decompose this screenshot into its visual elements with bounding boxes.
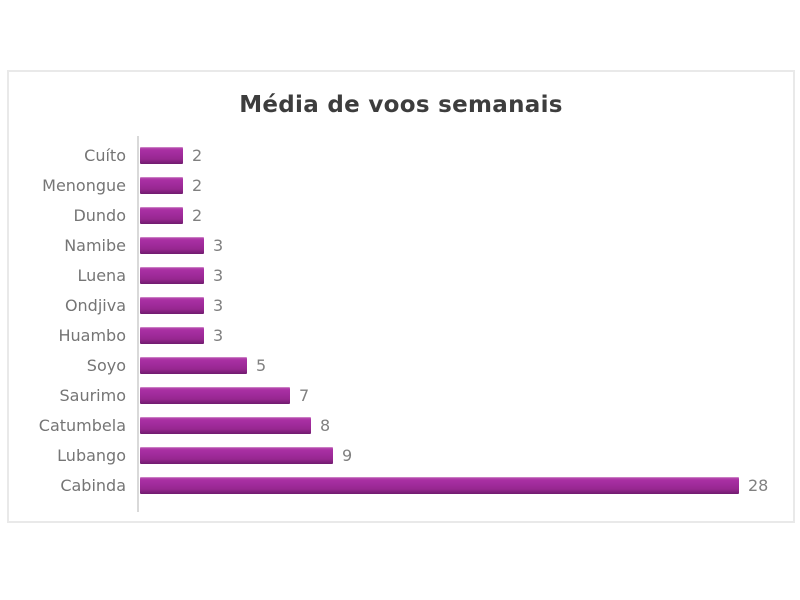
category-label: Huambo xyxy=(58,325,126,345)
value-label: 9 xyxy=(342,445,353,465)
bar-row: Saurimo 7 xyxy=(9,380,793,410)
bar-row: Cabinda 28 xyxy=(9,470,793,500)
value-label: 2 xyxy=(192,145,203,165)
bar-row: Luena 3 xyxy=(9,260,793,290)
bar-row: Menongue 2 xyxy=(9,170,793,200)
bar xyxy=(140,476,739,494)
category-label: Cuíto xyxy=(84,145,126,165)
bar-rows-container: Cuíto 2 Menongue 2 Dundo 2 Namibe 3 Luena 3 Ondjiv… xyxy=(9,140,793,500)
category-label: Dundo xyxy=(73,205,126,225)
bar xyxy=(140,176,183,194)
bar xyxy=(140,356,247,374)
value-label: 7 xyxy=(299,385,310,405)
category-label: Luena xyxy=(77,265,126,285)
value-label: 3 xyxy=(213,295,224,315)
value-label: 3 xyxy=(213,235,224,255)
bar-row: Lubango 9 xyxy=(9,440,793,470)
category-label: Catumbela xyxy=(38,415,126,435)
value-label: 3 xyxy=(213,325,224,345)
chart-title: Média de voos semanais xyxy=(239,92,563,118)
category-axis-line xyxy=(137,136,139,512)
chart-frame: Média de voos semanais Cuíto 2 Menongue 2 Du… xyxy=(7,70,795,523)
category-label: Cabinda xyxy=(60,475,126,495)
bar xyxy=(140,326,204,344)
value-label: 28 xyxy=(748,475,769,495)
bar-row: Catumbela 8 xyxy=(9,410,793,440)
bar xyxy=(140,446,333,464)
value-label: 8 xyxy=(320,415,331,435)
bar-row: Soyo 5 xyxy=(9,350,793,380)
bar xyxy=(140,146,183,164)
bar-row: Dundo 2 xyxy=(9,200,793,230)
category-label: Ondjiva xyxy=(64,295,126,315)
bar-row: Ondjiva 3 xyxy=(9,290,793,320)
category-label: Lubango xyxy=(57,445,126,465)
category-label: Menongue xyxy=(42,175,126,195)
bar xyxy=(140,206,183,224)
bar xyxy=(140,296,204,314)
bar xyxy=(140,236,204,254)
bar xyxy=(140,386,290,404)
value-label: 2 xyxy=(192,175,203,195)
category-label: Saurimo xyxy=(59,385,127,405)
category-label: Namibe xyxy=(64,235,126,255)
value-label: 5 xyxy=(256,355,267,375)
bar xyxy=(140,416,311,434)
bar-row: Namibe 3 xyxy=(9,230,793,260)
bar-row: Cuíto 2 xyxy=(9,140,793,170)
bar xyxy=(140,266,204,284)
value-label: 3 xyxy=(213,265,224,285)
value-label: 2 xyxy=(192,205,203,225)
bar-row: Huambo 3 xyxy=(9,320,793,350)
category-label: Soyo xyxy=(86,355,126,375)
